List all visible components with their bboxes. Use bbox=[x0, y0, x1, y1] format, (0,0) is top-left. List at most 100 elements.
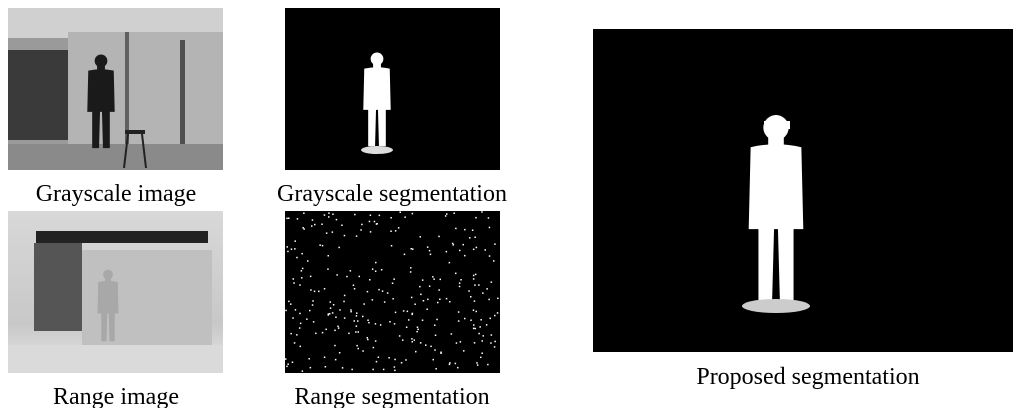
noise-pixel bbox=[378, 289, 380, 291]
noise-pixel bbox=[435, 335, 437, 337]
noise-pixel bbox=[358, 331, 360, 333]
noise-pixel bbox=[430, 346, 432, 348]
noise-pixel bbox=[344, 235, 346, 237]
noise-pixel bbox=[343, 301, 345, 303]
noise-pixel bbox=[319, 244, 321, 246]
noise-pixel bbox=[459, 250, 461, 252]
noise-pixel bbox=[328, 216, 330, 218]
noise-pixel bbox=[491, 334, 493, 336]
noise-pixel bbox=[412, 248, 414, 250]
noise-pixel bbox=[394, 323, 396, 325]
noise-pixel bbox=[336, 219, 338, 221]
noise-pixel bbox=[398, 227, 400, 229]
noise-pixel bbox=[404, 216, 406, 218]
noise-pixel bbox=[494, 346, 496, 348]
noise-pixel bbox=[378, 357, 380, 359]
noise-pixel bbox=[353, 285, 355, 287]
noise-pixel bbox=[361, 224, 363, 226]
noise-pixel bbox=[293, 278, 295, 280]
noise-pixel bbox=[400, 212, 402, 214]
noise-pixel bbox=[330, 301, 332, 303]
noise-pixel bbox=[299, 284, 301, 286]
noise-pixel bbox=[288, 301, 290, 303]
noise-pixel bbox=[458, 311, 460, 313]
noise-pixel bbox=[302, 227, 304, 229]
noise-pixel bbox=[350, 309, 352, 311]
noise-pixel bbox=[286, 366, 288, 368]
noise-pixel bbox=[422, 320, 424, 322]
noise-pixel bbox=[363, 303, 365, 305]
noise-pixel bbox=[303, 213, 305, 215]
noise-pixel bbox=[315, 333, 317, 335]
noise-pixel bbox=[350, 270, 352, 272]
noise-pixel bbox=[372, 369, 374, 371]
noise-pixel bbox=[310, 367, 312, 369]
noise-pixel bbox=[474, 300, 476, 302]
noise-pixel bbox=[292, 317, 294, 319]
noise-pixel bbox=[367, 291, 369, 293]
noise-pixel bbox=[473, 278, 475, 280]
noise-pixel bbox=[369, 279, 371, 281]
noise-pixel bbox=[488, 217, 490, 219]
noise-pixel bbox=[449, 301, 451, 303]
noise-pixel bbox=[338, 247, 340, 249]
noise-pixel bbox=[356, 235, 358, 237]
noise-pixel bbox=[497, 298, 499, 300]
noise-pixel bbox=[290, 303, 292, 305]
noise-pixel bbox=[414, 304, 416, 306]
noise-pixel bbox=[475, 217, 477, 219]
noise-pixel bbox=[416, 331, 418, 333]
noise-pixel bbox=[459, 286, 461, 288]
noise-pixel bbox=[451, 333, 453, 335]
noise-pixel bbox=[322, 332, 324, 334]
noise-pixel bbox=[318, 291, 320, 293]
noise-pixel bbox=[395, 230, 397, 232]
noise-pixel bbox=[490, 318, 492, 320]
noise-pixel bbox=[314, 291, 316, 293]
noise-pixel bbox=[360, 229, 362, 231]
noise-pixel bbox=[392, 283, 394, 285]
noise-pixel bbox=[370, 231, 372, 233]
noise-pixel bbox=[439, 299, 441, 301]
noise-pixel bbox=[344, 295, 346, 297]
noise-pixel bbox=[362, 316, 364, 318]
noise-pixel bbox=[489, 255, 491, 256]
noise-pixel bbox=[293, 282, 295, 284]
noise-pixel bbox=[384, 301, 386, 303]
figure: Grayscale image Grayscale segmentation R… bbox=[0, 0, 1013, 408]
range-segmentation bbox=[285, 211, 500, 373]
noise-pixel bbox=[362, 350, 364, 352]
noise-pixel bbox=[339, 352, 341, 354]
noise-pixel bbox=[423, 300, 425, 302]
noise-pixel bbox=[473, 324, 475, 326]
noise-pixel bbox=[497, 312, 499, 314]
noise-pixel bbox=[296, 257, 298, 259]
noise-pixel bbox=[481, 353, 483, 355]
noise-pixel bbox=[485, 249, 487, 251]
noise-pixel bbox=[487, 364, 489, 366]
noise-pixel bbox=[380, 324, 382, 326]
noise-pixel bbox=[292, 362, 294, 364]
noise-pixel bbox=[297, 218, 299, 220]
noise-pixel bbox=[445, 215, 447, 217]
noise-pixel bbox=[375, 271, 377, 273]
range-image bbox=[8, 211, 223, 373]
noise-pixel bbox=[337, 326, 339, 328]
noise-pixel bbox=[393, 278, 395, 280]
noise-pixel bbox=[359, 276, 361, 278]
caption: Proposed segmentation bbox=[696, 364, 919, 390]
noise-pixel bbox=[455, 228, 457, 230]
caption: Grayscale segmentation bbox=[277, 181, 507, 207]
noise-pixel bbox=[367, 339, 369, 341]
noise-pixel bbox=[460, 279, 462, 281]
noise-pixel bbox=[338, 327, 340, 329]
noise-pixel bbox=[483, 335, 485, 337]
noise-pixel bbox=[356, 325, 358, 327]
noise-pixel bbox=[412, 341, 414, 343]
noise-pixel bbox=[440, 279, 442, 281]
noise-pixel bbox=[473, 310, 475, 312]
noise-pixel bbox=[306, 318, 308, 320]
noise-pixel bbox=[294, 342, 296, 344]
noise-pixel bbox=[346, 276, 348, 278]
noise-pixel bbox=[290, 333, 292, 335]
